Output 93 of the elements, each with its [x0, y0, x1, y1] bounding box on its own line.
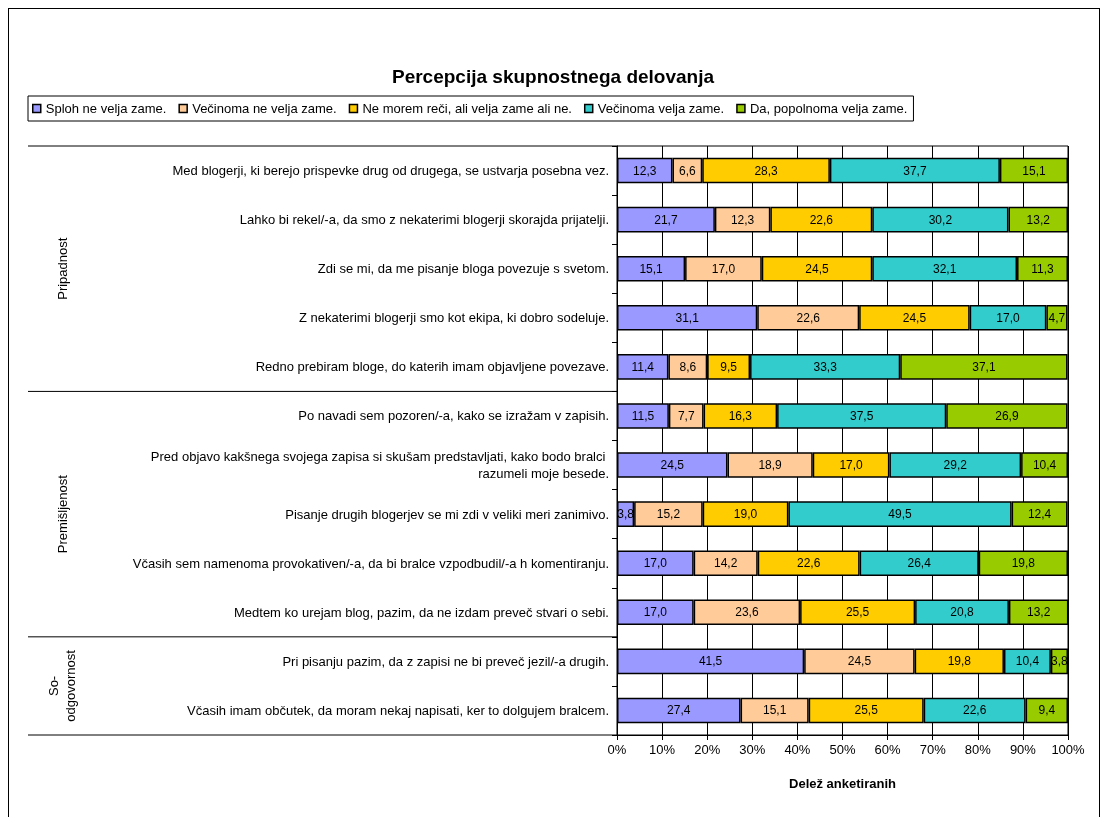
data-label: 14,2 — [714, 556, 738, 571]
data-label: 13,2 — [1026, 212, 1051, 227]
x-tick-label: 80% — [964, 742, 992, 757]
data-label: 12,3 — [633, 163, 657, 178]
y-tick-label: Medtem ko urejam blog, pazim, da ne izdam preveč stvari o sebi. — [233, 604, 609, 620]
data-label: 11,3 — [1031, 261, 1055, 276]
data-label: 10,4 — [1015, 654, 1040, 669]
data-label: 17,0 — [643, 605, 668, 620]
data-label: 30,2 — [928, 212, 953, 227]
data-label: 22,6 — [809, 212, 834, 227]
x-tick-label: 60% — [874, 742, 902, 757]
x-tick-label: 0% — [607, 742, 627, 757]
y-tick-label: Pri pisanju pazim, da z zapisi ne bi preveč jezil/-a drugih. — [282, 653, 609, 669]
data-label: 16,3 — [728, 408, 753, 423]
y-tick-label: Po navadi sem pozoren/-a, kako se izražam v zapisih. — [298, 408, 609, 424]
data-label: 15,1 — [1022, 163, 1046, 178]
data-label: 9,4 — [1038, 703, 1056, 718]
data-label: 24,5 — [660, 458, 685, 473]
legend-label: Večinoma ne velja zame. — [192, 101, 337, 116]
y-tick-label: Z nekaterimi blogerji smo kot ekipa, ki dobro sodeluje. — [299, 310, 609, 326]
data-label: 10,4 — [1032, 458, 1057, 473]
data-label: 17,0 — [643, 556, 668, 571]
data-label: 37,7 — [903, 163, 927, 178]
legend-label: Sploh ne velja zame. — [45, 101, 167, 116]
data-label: 19,8 — [1011, 556, 1036, 571]
y-tick-label: Včasih imam občutek, da moram nekaj napisati, ker to dolgujem bralcem. — [187, 702, 609, 718]
y-tick-label: Pred objavo kakšnega svojega zapisa si skušam predstavljati, kako bodo bralci razumeli moje besede. — [150, 449, 609, 482]
legend-label: Da, popolnoma velja zame. — [749, 101, 908, 116]
data-label: 7,7 — [677, 408, 695, 423]
x-tick-label: 70% — [919, 742, 947, 757]
y-tick-label: Včasih sem namenoma provokativen/-a, da bi bralce vzpodbudil/-a h komentiranju. — [132, 555, 609, 571]
data-label: 13,2 — [1027, 605, 1051, 620]
x-axis-title: Delež anketiranih — [789, 776, 897, 791]
data-label: 15,1 — [762, 703, 787, 718]
text: Premišljenost — [54, 474, 70, 554]
data-label: 17,0 — [996, 310, 1021, 325]
data-label: 22,6 — [962, 703, 987, 718]
y-tick-label: Redno prebiram bloge, do katerih imam objavljene povezave. — [255, 359, 609, 375]
data-label: 25,5 — [854, 703, 879, 718]
x-tick-label: 20% — [694, 742, 721, 757]
data-label: 8,6 — [679, 359, 697, 374]
data-label: 21,7 — [654, 212, 678, 227]
data-label: 37,1 — [972, 359, 996, 374]
data-label: 15,2 — [656, 507, 681, 522]
y-tick-label: Zdi se mi, da me pisanje bloga povezuje s svetom. — [317, 261, 609, 277]
data-label: 24,5 — [902, 310, 927, 325]
data-label: 19,0 — [733, 507, 758, 522]
data-label: 11,5 — [631, 408, 655, 423]
data-label: 32,1 — [932, 261, 957, 276]
data-label: 19,8 — [947, 654, 972, 669]
text: Pripadnost — [54, 237, 70, 300]
data-label: 17,0 — [711, 261, 736, 276]
data-label: 11,4 — [631, 359, 655, 374]
text: So- odgovornost — [46, 649, 78, 722]
x-tick-label: 100% — [1051, 742, 1086, 757]
data-label: 6,6 — [679, 163, 697, 178]
data-label: 4,7 — [1048, 310, 1066, 325]
x-tick-label: 10% — [649, 742, 676, 757]
data-label: 18,9 — [758, 458, 783, 473]
legend-label: Ne morem reči, ali velja zame ali ne. — [362, 101, 572, 116]
data-label: 25,5 — [845, 605, 870, 620]
y-tick-label: Lahko bi rekel/-a, da smo z nekaterimi blogerji skorajda prijatelji. — [239, 212, 609, 228]
data-label: 29,2 — [943, 458, 968, 473]
x-tick-label: 30% — [739, 742, 766, 757]
data-label: 49,5 — [888, 507, 912, 522]
x-tick-label: 50% — [829, 742, 856, 757]
data-label: 26,4 — [907, 556, 932, 571]
data-label: 20,8 — [950, 605, 975, 620]
data-label: 26,9 — [995, 408, 1019, 423]
x-tick-label: 90% — [1009, 742, 1037, 757]
data-label: 24,5 — [805, 261, 830, 276]
data-label: 28,3 — [754, 163, 779, 178]
data-label: 31,1 — [675, 310, 700, 325]
data-label: 27,4 — [667, 703, 691, 718]
data-label: 12,4 — [1027, 507, 1052, 522]
data-label: 41,5 — [698, 654, 723, 669]
chart-title: Percepcija skupnostnega delovanja — [391, 66, 715, 87]
data-label: 9,5 — [720, 359, 738, 374]
data-label: 3,8 — [1051, 654, 1069, 669]
data-label: 23,6 — [735, 605, 759, 620]
data-label: 37,5 — [849, 408, 874, 423]
data-label: 12,3 — [730, 212, 755, 227]
data-label: 22,6 — [796, 310, 821, 325]
data-label: 3,8 — [617, 507, 635, 522]
data-label: 15,1 — [639, 261, 664, 276]
data-label: 22,6 — [797, 556, 821, 571]
y-tick-label: Med blogerji, ki berejo prispevke drug od drugega, se ustvarja posebna vez. — [172, 163, 609, 179]
x-tick-label: 40% — [784, 742, 811, 757]
legend-label: Večinoma velja zame. — [597, 101, 725, 116]
data-label: 24,5 — [847, 654, 872, 669]
data-label: 33,3 — [813, 359, 838, 374]
data-label: 17,0 — [839, 458, 864, 473]
y-tick-label: Pisanje drugih blogerjev se mi zdi v veliki meri zanimivo. — [285, 506, 609, 522]
